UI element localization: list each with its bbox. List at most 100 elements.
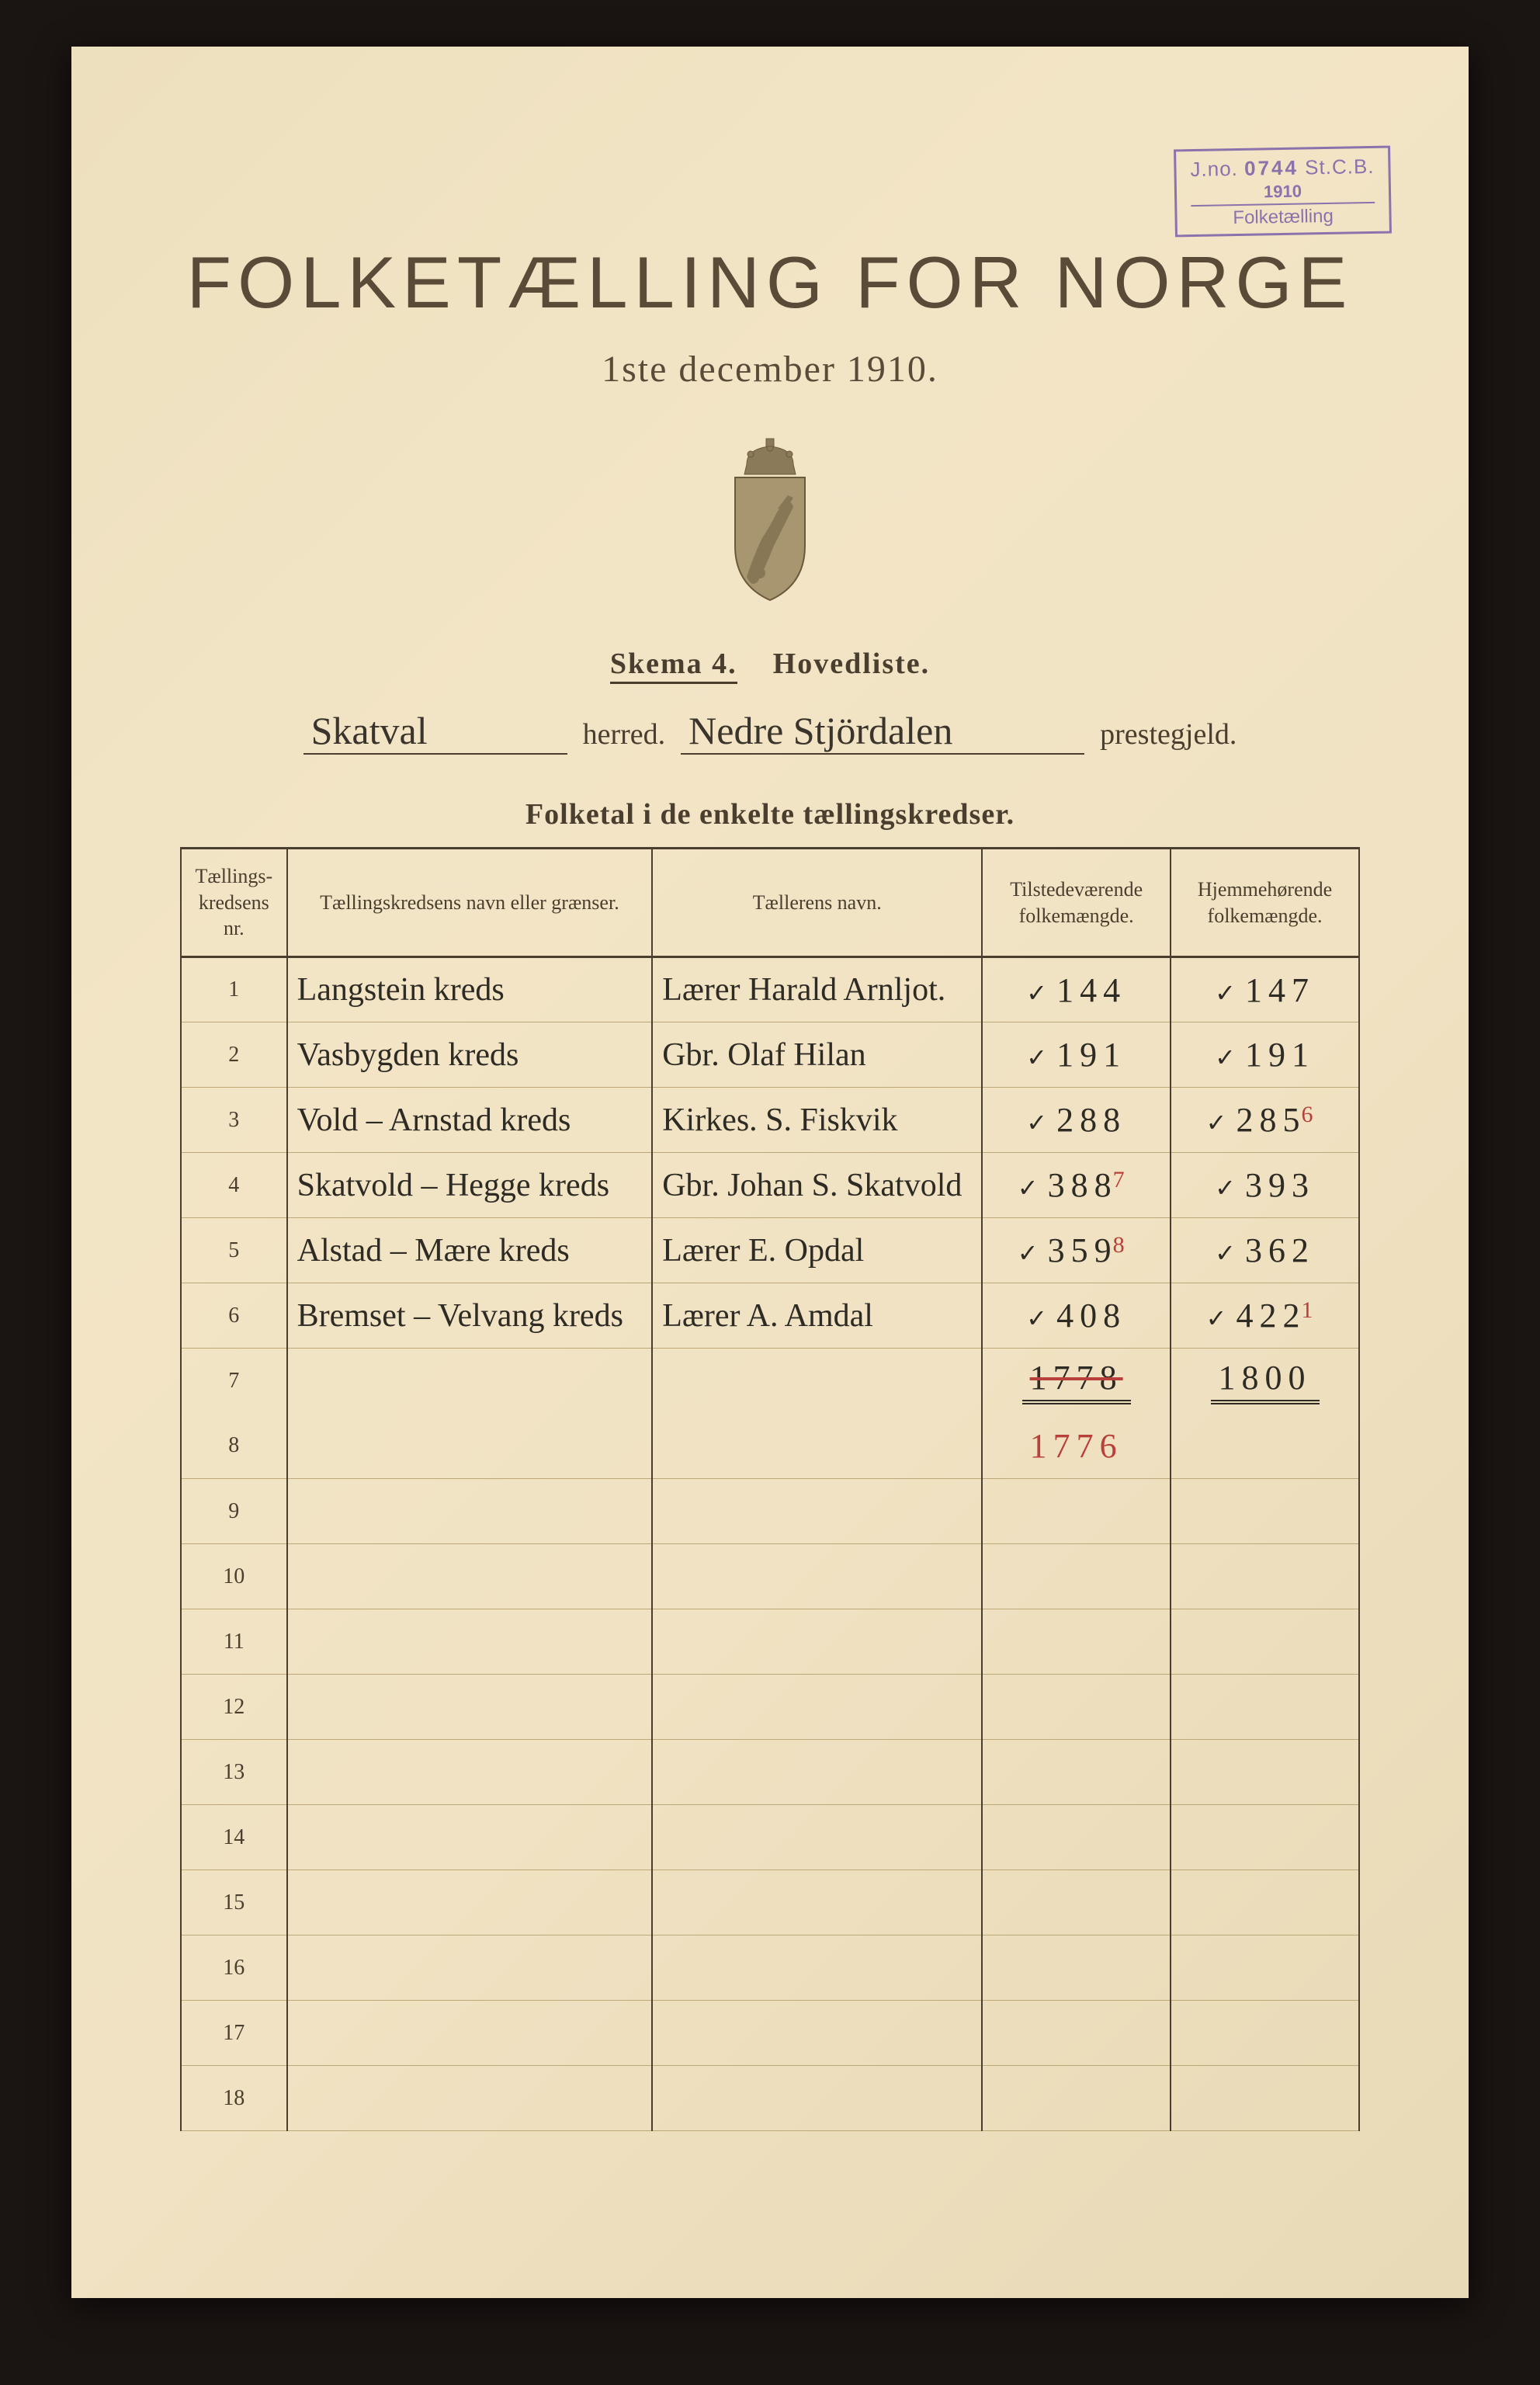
empty-cell (1171, 1544, 1359, 1609)
empty-cell (287, 1609, 653, 1675)
counter-name: Lærer A. Amdal (652, 1283, 982, 1349)
empty-cell (287, 1805, 653, 1870)
present-population: ✓3887 (982, 1153, 1171, 1218)
resident-population: ✓4221 (1171, 1283, 1359, 1349)
herred-value: Skatval (303, 708, 567, 755)
schema-name: Hovedliste. (773, 647, 930, 680)
empty-row: 18 (181, 2066, 1359, 2131)
district-name: Bremset – Velvang kreds (287, 1283, 653, 1349)
present-population: ✓191 (982, 1022, 1171, 1088)
empty-cell (287, 1870, 653, 1935)
resident-population: ✓362 (1171, 1218, 1359, 1283)
empty-cell (982, 1479, 1171, 1544)
empty-row: 9 (181, 1479, 1359, 1544)
resident-population: ✓2856 (1171, 1088, 1359, 1153)
district-line: Skatval herred. Nedre Stjördalen presteg… (180, 708, 1360, 755)
counter-name: Lærer E. Opdal (652, 1218, 982, 1283)
resident-population: ✓393 (1171, 1153, 1359, 1218)
empty-cell (652, 2066, 982, 2131)
empty-cell (1171, 2066, 1359, 2131)
table-header-row: Tællings- kredsens nr. Tællingskredsens … (181, 849, 1359, 957)
empty-cell (652, 1675, 982, 1740)
date-line: 1ste december 1910. (180, 348, 1360, 391)
row-number: 2 (181, 1022, 287, 1088)
archive-stamp: J.no. 0744 St.C.B. 1910 Folketælling (1174, 146, 1392, 238)
prestegjeld-label: prestegjeld. (1100, 717, 1237, 752)
empty-cell (652, 1740, 982, 1805)
row-number: 7 (181, 1349, 287, 1414)
row-number: 14 (181, 1805, 287, 1870)
schema-line: Skema 4. Hovedliste. (180, 647, 1360, 681)
present-population: ✓288 (982, 1088, 1171, 1153)
table-row: 4 Skatvold – Hegge kreds Gbr. Johan S. S… (181, 1153, 1359, 1218)
table-title: Folketal i de enkelte tællingskredser. (180, 797, 1360, 831)
empty-row: 11 (181, 1609, 1359, 1675)
row-number: 11 (181, 1609, 287, 1675)
present-population: ✓408 (982, 1283, 1171, 1349)
correction-row: 8 1776 (181, 1414, 1359, 1479)
empty-cell (652, 1805, 982, 1870)
empty-cell (982, 1675, 1171, 1740)
table-row: 5 Alstad – Mære kreds Lærer E. Opdal ✓35… (181, 1218, 1359, 1283)
empty-cell (652, 1609, 982, 1675)
table-row: 6 Bremset – Velvang kreds Lærer A. Amdal… (181, 1283, 1359, 1349)
empty-cell (652, 1544, 982, 1609)
stamp-label: Folketælling (1191, 202, 1375, 230)
district-name: Skatvold – Hegge kreds (287, 1153, 653, 1218)
district-name: Vasbygden kreds (287, 1022, 653, 1088)
district-name: Alstad – Mære kreds (287, 1218, 653, 1283)
empty-row: 13 (181, 1740, 1359, 1805)
empty-cell (287, 1479, 653, 1544)
empty-cell (1171, 1805, 1359, 1870)
stamp-jno-suffix: St.C.B. (1305, 154, 1375, 179)
counter-name: Gbr. Johan S. Skatvold (652, 1153, 982, 1218)
empty-row: 10 (181, 1544, 1359, 1609)
census-page: J.no. 0744 St.C.B. 1910 Folketælling FOL… (71, 47, 1469, 2298)
empty-cell (287, 1740, 653, 1805)
stamp-jno-prefix: J.no. (1190, 157, 1238, 181)
empty-cell (1171, 1935, 1359, 2001)
table-row: 2 Vasbygden kreds Gbr. Olaf Hilan ✓191 ✓… (181, 1022, 1359, 1088)
empty-cell (1171, 1609, 1359, 1675)
census-table: Tællings- kredsens nr. Tællingskredsens … (180, 847, 1360, 2131)
resident-population: ✓147 (1171, 957, 1359, 1022)
row-number: 8 (181, 1414, 287, 1479)
row-number: 5 (181, 1218, 287, 1283)
empty-row: 14 (181, 1805, 1359, 1870)
table-row: 3 Vold – Arnstad kreds Kirkes. S. Fiskvi… (181, 1088, 1359, 1153)
empty-cell (287, 2001, 653, 2066)
stamp-top-line: J.no. 0744 St.C.B. (1190, 154, 1375, 182)
empty-cell (982, 1740, 1171, 1805)
stamp-jno-number: 0744 (1244, 156, 1299, 180)
total-present: 1778 (982, 1349, 1171, 1414)
empty-cell (982, 1609, 1171, 1675)
empty-row: 16 (181, 1935, 1359, 2001)
empty-row: 17 (181, 2001, 1359, 2066)
total-row: 7 1778 1800 (181, 1349, 1359, 1414)
empty-cell (652, 1479, 982, 1544)
row-number: 10 (181, 1544, 287, 1609)
district-name: Langstein kreds (287, 957, 653, 1022)
empty-cell (1171, 1414, 1359, 1479)
empty-cell (982, 1935, 1171, 2001)
empty-cell (982, 1805, 1171, 1870)
empty-cell (287, 1414, 653, 1479)
empty-row: 15 (181, 1870, 1359, 1935)
empty-cell (982, 1544, 1171, 1609)
empty-cell (287, 1675, 653, 1740)
total-resident: 1800 (1171, 1349, 1359, 1414)
row-number: 4 (181, 1153, 287, 1218)
empty-cell (652, 2001, 982, 2066)
empty-cell (982, 2001, 1171, 2066)
empty-cell (287, 1349, 653, 1414)
stamp-year: 1910 (1191, 180, 1375, 203)
present-population: ✓144 (982, 957, 1171, 1022)
empty-cell (652, 1349, 982, 1414)
empty-cell (982, 1870, 1171, 1935)
col-header-present: Tilstedeværende folkemængde. (982, 849, 1171, 957)
empty-row: 12 (181, 1675, 1359, 1740)
table-row: 1 Langstein kreds Lærer Harald Arnljot. … (181, 957, 1359, 1022)
row-number: 3 (181, 1088, 287, 1153)
empty-cell (1171, 1479, 1359, 1544)
row-number: 9 (181, 1479, 287, 1544)
